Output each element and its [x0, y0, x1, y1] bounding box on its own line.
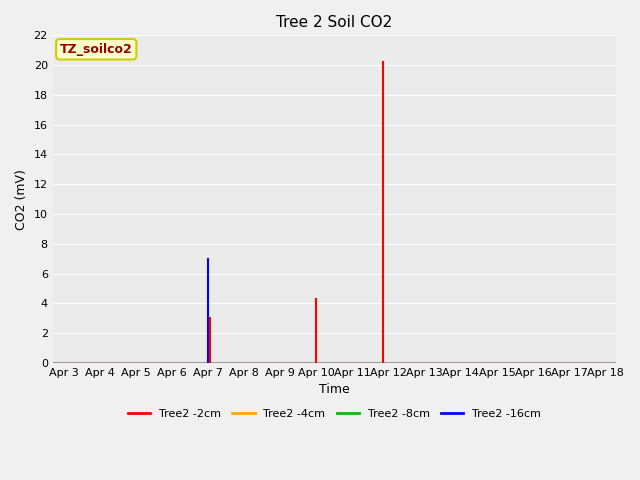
X-axis label: Time: Time — [319, 384, 349, 396]
Legend: Tree2 -2cm, Tree2 -4cm, Tree2 -8cm, Tree2 -16cm: Tree2 -2cm, Tree2 -4cm, Tree2 -8cm, Tree… — [124, 404, 545, 423]
Y-axis label: CO2 (mV): CO2 (mV) — [15, 169, 28, 229]
Title: Tree 2 Soil CO2: Tree 2 Soil CO2 — [276, 15, 392, 30]
Text: TZ_soilco2: TZ_soilco2 — [60, 43, 132, 56]
